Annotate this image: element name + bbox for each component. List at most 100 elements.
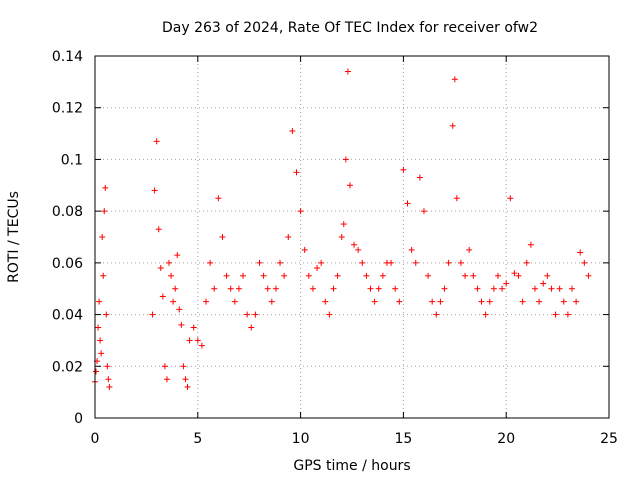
data-point <box>511 270 518 277</box>
data-point <box>149 311 156 318</box>
data-point <box>168 272 175 279</box>
data-point <box>408 246 415 253</box>
data-point <box>478 298 485 305</box>
data-point <box>322 298 329 305</box>
data-points <box>92 68 592 390</box>
data-point <box>474 285 481 292</box>
data-point <box>97 337 104 344</box>
data-point <box>470 272 477 279</box>
y-tick-label: 0 <box>74 411 83 427</box>
data-point <box>581 259 588 266</box>
data-point <box>449 122 456 129</box>
data-point <box>166 259 173 266</box>
data-point <box>552 311 559 318</box>
data-point <box>490 285 497 292</box>
data-point <box>340 221 347 228</box>
data-point <box>281 272 288 279</box>
data-point <box>151 187 158 194</box>
chart-title: Day 263 of 2024, Rate Of TEC Index for r… <box>162 20 538 36</box>
x-tick-label: 20 <box>497 431 515 447</box>
data-point <box>548 285 555 292</box>
data-point <box>416 174 423 181</box>
y-tick-label: 0.04 <box>52 308 83 324</box>
data-point <box>178 321 185 328</box>
data-point <box>445 259 452 266</box>
plot-frame <box>94 55 610 419</box>
data-point <box>182 376 189 383</box>
y-tick-label: 0.02 <box>52 359 83 375</box>
data-point <box>404 200 411 207</box>
data-point <box>392 285 399 292</box>
data-point <box>309 285 316 292</box>
data-point <box>379 272 386 279</box>
x-tick-label: 0 <box>91 431 100 447</box>
data-point <box>305 272 312 279</box>
y-axis-label: ROTI / TECUs <box>6 191 22 283</box>
data-point <box>515 272 522 279</box>
data-point <box>351 241 358 248</box>
data-point <box>412 259 419 266</box>
data-point <box>194 337 201 344</box>
data-point <box>301 246 308 253</box>
data-point <box>203 298 210 305</box>
y-tick-label: 0.08 <box>52 204 83 220</box>
data-point <box>519 298 526 305</box>
x-tick-label: 5 <box>193 431 202 447</box>
data-point <box>103 311 110 318</box>
data-point <box>388 259 395 266</box>
data-point <box>314 265 321 272</box>
data-point <box>451 76 458 83</box>
data-point <box>482 311 489 318</box>
data-point <box>344 68 351 75</box>
data-point <box>556 285 563 292</box>
data-point <box>176 306 183 313</box>
data-point <box>523 259 530 266</box>
y-tick-label: 0.12 <box>52 101 83 117</box>
data-point <box>96 298 103 305</box>
data-point <box>159 293 166 300</box>
data-point <box>198 342 205 349</box>
data-point <box>326 311 333 318</box>
y-tick-label: 0.14 <box>52 49 83 65</box>
data-point <box>420 208 427 215</box>
data-point <box>289 127 296 134</box>
data-point <box>400 166 407 173</box>
data-point <box>338 234 345 240</box>
x-tick-label: 25 <box>600 431 618 447</box>
data-point <box>174 252 181 259</box>
data-point <box>101 208 108 215</box>
x-tick-label: 10 <box>292 431 310 447</box>
data-point <box>355 246 362 253</box>
data-point <box>244 311 251 318</box>
data-point <box>172 285 179 292</box>
data-point <box>375 285 382 292</box>
data-point <box>527 241 534 248</box>
data-point <box>235 285 242 292</box>
data-point <box>99 234 106 240</box>
data-point <box>536 298 543 305</box>
data-point <box>161 363 168 370</box>
data-point <box>248 324 255 331</box>
x-axis-ticks: 0 5 10 15 20 25 <box>91 56 618 447</box>
data-point <box>240 272 247 279</box>
data-point <box>277 259 284 266</box>
y-tick-label: 0.06 <box>52 256 83 272</box>
data-point <box>334 272 341 279</box>
data-point <box>106 383 113 390</box>
data-point <box>544 272 551 279</box>
data-point <box>184 383 191 390</box>
data-point <box>227 285 234 292</box>
data-point <box>163 376 170 383</box>
data-point <box>363 272 370 279</box>
data-point <box>499 285 506 292</box>
data-point <box>367 285 374 292</box>
x-axis-label: GPS time / hours <box>293 458 410 474</box>
data-point <box>433 311 440 318</box>
data-point <box>285 234 292 240</box>
data-point <box>190 324 197 331</box>
data-point <box>371 298 378 305</box>
data-point <box>540 280 547 287</box>
data-point <box>503 280 510 287</box>
